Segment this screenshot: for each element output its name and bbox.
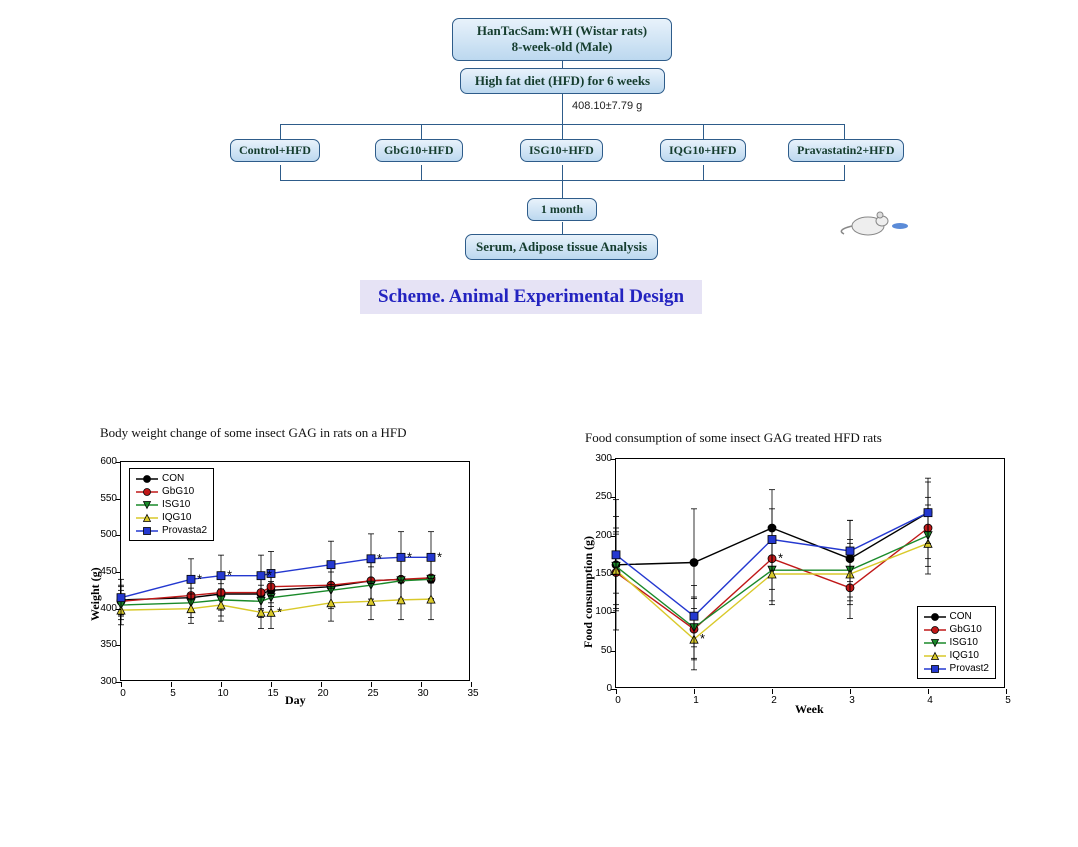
- scheme-group-1: GbG10+HFD: [375, 139, 463, 162]
- chart2-ylabel: Food consumption (g): [581, 536, 596, 648]
- scheme-group-4: Pravastatin2+HFD: [788, 139, 904, 162]
- scheme-box-rats: HanTacSam:WH (Wistar rats) 8-week-old (M…: [452, 18, 672, 61]
- connector: [703, 124, 704, 139]
- svg-text:*: *: [778, 551, 783, 566]
- chart2-plot: **050100150200250300012345CONGbG10ISG10I…: [615, 458, 1005, 688]
- svg-text:*: *: [407, 549, 412, 564]
- chart2: Food consumption of some insect GAG trea…: [545, 430, 1045, 688]
- chart1-title: Body weight change of some insect GAG in…: [100, 425, 500, 441]
- scheme-group-3: IQG10+HFD: [660, 139, 746, 162]
- connector: [421, 165, 422, 180]
- scheme-title: Scheme. Animal Experimental Design: [360, 280, 702, 314]
- chart-legend: CONGbG10ISG10IQG10Provast2: [917, 606, 996, 679]
- svg-text:*: *: [197, 571, 202, 586]
- svg-text:*: *: [700, 631, 705, 646]
- connector: [562, 165, 563, 180]
- connector: [844, 124, 845, 139]
- scheme-box-rats-line2: 8-week-old (Male): [512, 39, 613, 54]
- scheme-box-rats-line1: HanTacSam:WH (Wistar rats): [477, 23, 647, 38]
- connector: [562, 180, 563, 198]
- connector: [562, 222, 563, 234]
- chart1-xlabel: Day: [285, 693, 306, 708]
- scheme-group-2: ISG10+HFD: [520, 139, 603, 162]
- connector: [280, 124, 281, 139]
- chart2-xlabel: Week: [795, 702, 824, 717]
- connector: [562, 60, 563, 68]
- scheme-box-hfd-text: High fat diet (HFD) for 6 weeks: [475, 73, 650, 88]
- scheme-flowchart: HanTacSam:WH (Wistar rats) 8-week-old (M…: [320, 18, 990, 368]
- scheme-weight-label: 408.10±7.79 g: [572, 100, 642, 112]
- svg-text:*: *: [227, 568, 232, 583]
- connector: [421, 124, 422, 139]
- svg-text:*: *: [277, 604, 282, 619]
- connector: [562, 124, 563, 139]
- scheme-analysis: Serum, Adipose tissue Analysis: [465, 234, 658, 260]
- svg-text:*: *: [267, 568, 272, 583]
- scheme-box-hfd: High fat diet (HFD) for 6 weeks: [460, 68, 665, 94]
- svg-text:*: *: [377, 551, 382, 566]
- scheme-duration: 1 month: [527, 198, 597, 221]
- chart-legend: CONGbG10ISG10IQG10Provasta2: [129, 468, 214, 541]
- connector: [280, 165, 281, 180]
- connector: [703, 165, 704, 180]
- connector: [844, 165, 845, 180]
- chart1-plot: *******300350400450500550600051015202530…: [120, 461, 470, 681]
- chart2-title: Food consumption of some insect GAG trea…: [585, 430, 1045, 446]
- svg-text:*: *: [437, 549, 442, 564]
- scheme-group-0: Control+HFD: [230, 139, 320, 162]
- mouse-icon: [840, 204, 910, 240]
- connector: [562, 94, 563, 124]
- chart1: Body weight change of some insect GAG in…: [70, 425, 500, 681]
